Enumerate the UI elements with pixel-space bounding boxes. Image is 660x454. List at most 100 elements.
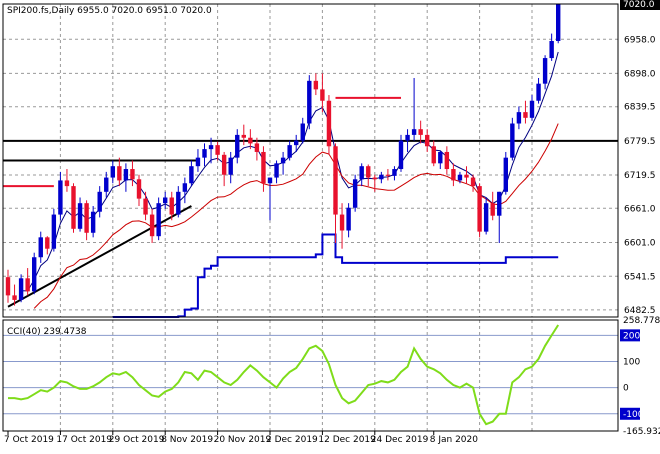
candle-body — [189, 166, 194, 184]
candle-body — [228, 157, 233, 175]
candle-body — [123, 169, 129, 181]
candle-body — [457, 174, 463, 181]
price-tick-label: 6482.5 — [624, 306, 656, 316]
candle — [261, 146, 266, 192]
candle — [359, 163, 364, 187]
candle-body — [163, 197, 168, 204]
candle — [156, 197, 161, 241]
candle-body — [411, 129, 417, 135]
candle-body — [45, 237, 50, 249]
candle — [470, 174, 476, 192]
candle-body — [12, 295, 17, 300]
candle-body — [307, 80, 312, 124]
candle — [477, 183, 482, 238]
candle-body — [58, 180, 63, 215]
candle — [104, 171, 109, 198]
candle — [77, 197, 83, 232]
candle — [25, 268, 30, 296]
candle-body — [477, 186, 482, 232]
candle-body — [18, 278, 24, 300]
candle — [333, 143, 338, 244]
candle-body — [25, 278, 30, 292]
candle-body — [248, 137, 253, 144]
candle-body — [97, 191, 102, 212]
price-tick-label: 6898.0 — [624, 69, 656, 79]
candle-body — [366, 166, 371, 178]
candle-body — [379, 174, 384, 180]
cci-axis: 258.7789 200 100 0 -100 -165.9320 — [620, 316, 660, 437]
candle — [438, 150, 443, 170]
candle-body — [32, 257, 37, 292]
price-tick-label: 6661.0 — [624, 204, 656, 214]
candle — [51, 208, 57, 252]
candle — [457, 171, 463, 184]
candle — [523, 100, 528, 124]
candle-body — [313, 80, 319, 90]
candle — [366, 164, 371, 187]
candle — [149, 208, 155, 244]
candle — [5, 269, 11, 303]
candle-body — [497, 191, 502, 216]
candle — [176, 186, 181, 218]
candle-body — [542, 58, 548, 84]
candle-body — [241, 134, 246, 138]
candle-body — [182, 183, 188, 192]
date-tick-label: 8 Jan 2020 — [430, 435, 478, 445]
candle-body — [516, 112, 522, 124]
candle — [163, 191, 168, 209]
candle-body — [490, 203, 495, 216]
date-tick-label: 8 Nov 2019 — [161, 435, 213, 445]
candle-body — [254, 143, 260, 152]
candle — [208, 137, 214, 164]
candle — [503, 151, 508, 195]
candle-body — [149, 214, 155, 237]
candle — [235, 129, 240, 164]
last-price-marker — [620, 0, 660, 10]
candle — [411, 77, 417, 141]
price-pane-frame — [2, 3, 619, 318]
candle — [143, 191, 148, 221]
candle-body — [267, 177, 273, 184]
candle — [372, 174, 377, 192]
price-tick-label: 6719.5 — [624, 171, 656, 181]
candle-body — [352, 179, 358, 208]
candle — [431, 140, 436, 167]
candle — [294, 134, 299, 152]
candle — [352, 174, 358, 212]
candle-body — [523, 112, 528, 118]
cci-tick-label: 200 — [623, 331, 640, 341]
price-tick-label: 6958.0 — [624, 35, 656, 45]
candle-body — [235, 134, 240, 158]
candle-body — [84, 203, 89, 233]
candle-body — [326, 100, 332, 147]
candle-body — [385, 174, 391, 176]
candle-body — [51, 214, 57, 249]
candle — [398, 134, 404, 172]
cci-level-badge — [620, 329, 640, 342]
cci-line — [8, 324, 560, 426]
candle-body — [195, 157, 201, 167]
candle — [274, 160, 279, 184]
candle — [425, 129, 430, 152]
candle — [536, 77, 541, 104]
cci-series — [8, 324, 560, 426]
price-axis: 7020.0 6958.0 6898.0 6839.5 6779.5 6719.5 6661… — [620, 0, 660, 316]
candle-body — [280, 157, 286, 164]
date-tick-label: 12 Dec 2019 — [318, 435, 376, 445]
candle — [58, 171, 63, 221]
candle-body — [5, 277, 11, 296]
chart-title: SPI200.fs,Daily 6955.0 7020.0 6951.0 702… — [7, 6, 212, 16]
candle-body — [372, 177, 377, 180]
candle-body — [339, 214, 345, 231]
candle-body — [274, 163, 279, 178]
last-price-label: 7020.0 — [623, 0, 655, 10]
candle — [71, 183, 76, 233]
candle — [418, 120, 423, 144]
support-trendline — [7, 205, 192, 308]
candle-body — [438, 151, 443, 164]
candle — [379, 171, 384, 184]
candle — [169, 191, 174, 221]
candle-body — [90, 211, 96, 233]
